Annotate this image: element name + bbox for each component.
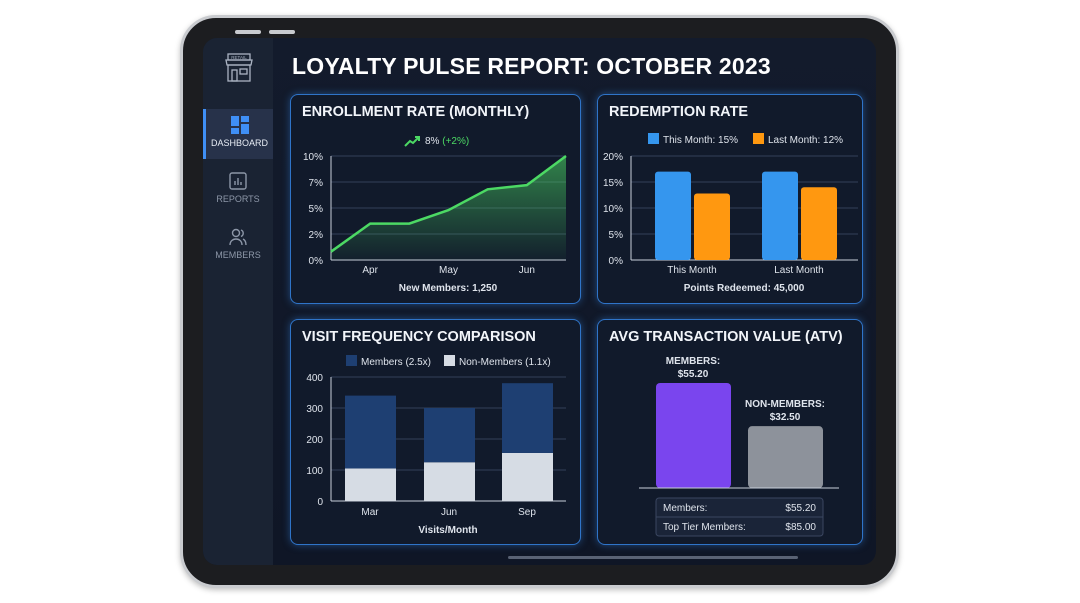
atv-chart: MEMBERS: $55.20 NON-MEMBERS: $32.50 Members:…: [639, 356, 839, 537]
redemption-rate-card: REDEMPTION RATE This Month: 15% Last Mont…: [597, 94, 863, 304]
bar-label: MEMBERS:: [666, 356, 720, 367]
trend-up-icon: [404, 136, 420, 147]
bar-segment: [345, 468, 396, 501]
y-tick-label: 5%: [309, 204, 324, 215]
y-tick-label: 7%: [309, 178, 324, 189]
legend-label: This Month: 15%: [663, 135, 738, 146]
card-title: AVG TRANSACTION VALUE (ATV): [609, 329, 843, 345]
x-tick-label: May: [439, 265, 458, 276]
y-tick-label: 2%: [309, 230, 324, 241]
legend-label: Members (2.5x): [361, 357, 431, 368]
card-title: REDEMPTION RATE: [609, 104, 749, 120]
x-tick-label: Last Month: [774, 265, 823, 276]
volume-button: [269, 30, 295, 34]
bar-value-label: $32.50: [770, 412, 801, 423]
bar: [694, 193, 730, 260]
x-tick-label: Sep: [518, 507, 536, 518]
legend-swatch: [444, 355, 455, 366]
card-title: ENROLLMENT RATE (MONTHLY): [302, 104, 530, 120]
visit-frequency-card: VISIT FREQUENCY COMPARISON Members (2.5x…: [290, 319, 581, 545]
y-tick-label: 10%: [303, 152, 323, 163]
area-fill: [331, 156, 566, 260]
footer-points-redeemed: Points Redeemed: 45,000: [684, 283, 805, 294]
bar-value-label: $55.20: [678, 369, 709, 380]
dashboard-icon: [230, 116, 249, 134]
y-tick-label: 10%: [603, 204, 623, 215]
trend-up-icon-arrow: [415, 136, 420, 141]
x-tick-label: Jun: [441, 507, 457, 518]
legend-swatch: [648, 133, 659, 144]
y-tick-label: 0%: [309, 256, 324, 267]
y-tick-label: 0%: [609, 256, 624, 267]
x-axis-label: Visits/Month: [418, 525, 477, 536]
y-tick-label: 400: [306, 373, 323, 384]
y-tick-label: 5%: [609, 230, 624, 241]
bar-segment: [502, 383, 553, 453]
table-row-label: Members:: [663, 503, 707, 514]
volume-button: [235, 30, 261, 34]
home-indicator: [508, 556, 798, 559]
sidebar-item-label: DASHBOARD: [210, 138, 268, 148]
bar-segment: [424, 462, 475, 501]
y-tick-label: 15%: [603, 178, 623, 189]
bar: [748, 426, 823, 488]
redemption-chart: This Month: 15% Last Month: 12% 20% 15% 10% 5…: [603, 133, 858, 294]
bar-segment: [424, 408, 475, 463]
svg-text:RETAIL: RETAIL: [231, 55, 247, 60]
series-line: [330, 154, 567, 253]
x-tick-label: Apr: [362, 265, 378, 276]
x-tick-label: Mar: [361, 507, 379, 518]
x-tick-label: This Month: [667, 265, 716, 276]
bar: [656, 383, 731, 488]
users-icon: [229, 228, 247, 246]
kpi-percent: 8%: [425, 136, 442, 147]
enrollment-rate-card: ENROLLMENT RATE (MONTHLY) 8% (+2%) 10% 7% 5…: [290, 94, 581, 304]
y-tick-label: 200: [306, 435, 323, 446]
y-tick-label: 300: [306, 404, 323, 415]
footer-new-members: New Members: 1,250: [399, 283, 498, 294]
table-row-label: Top Tier Members:: [663, 522, 746, 533]
bar: [762, 171, 798, 260]
legend-swatch: [753, 133, 764, 144]
y-tick-label: 100: [306, 466, 323, 477]
table-row-value: $85.00: [785, 522, 816, 533]
y-tick-label: 20%: [603, 152, 623, 163]
bar-segment: [502, 452, 553, 501]
kpi-delta: (+2%): [442, 136, 469, 147]
card-title: VISIT FREQUENCY COMPARISON: [302, 329, 536, 345]
table-row-value: $55.20: [785, 503, 816, 514]
sidebar-item-label: MEMBERS: [215, 250, 261, 260]
enrollment-chart: 8% (+2%) 10% 7% 5% 2% 0% Apr May Jun New Members:…: [303, 136, 567, 294]
x-tick-label: Jun: [519, 265, 535, 276]
legend-label: Last Month: 12%: [768, 135, 843, 146]
page-title: LOYALTY PULSE REPORT: OCTOBER 2023: [292, 53, 771, 79]
atv-card: AVG TRANSACTION VALUE (ATV) MEMBERS: $55.…: [597, 319, 863, 545]
storefront-icon: RETAIL: [223, 52, 255, 89]
kpi-value: 8% (+2%): [425, 136, 469, 147]
bar-chart-icon: [229, 172, 247, 190]
legend-label: Non-Members (1.1x): [459, 357, 551, 368]
legend-swatch: [346, 355, 357, 366]
bar-segment: [345, 395, 396, 469]
y-tick-label: 0: [317, 497, 323, 508]
bar: [801, 187, 837, 260]
sidebar-item-label: REPORTS: [216, 194, 260, 204]
sidebar-item-members[interactable]: MEMBERS: [203, 221, 273, 271]
visit-frequency-chart: Members (2.5x) Non-Members (1.1x) 400 300 20…: [306, 355, 566, 536]
bar: [655, 171, 691, 260]
sidebar: RETAIL DASHBOARD REPORTS MEMBERS: [203, 38, 273, 565]
bar-label: NON-MEMBERS:: [745, 399, 825, 410]
sidebar-item-reports[interactable]: REPORTS: [203, 165, 273, 215]
sidebar-item-dashboard[interactable]: DASHBOARD: [203, 109, 273, 159]
